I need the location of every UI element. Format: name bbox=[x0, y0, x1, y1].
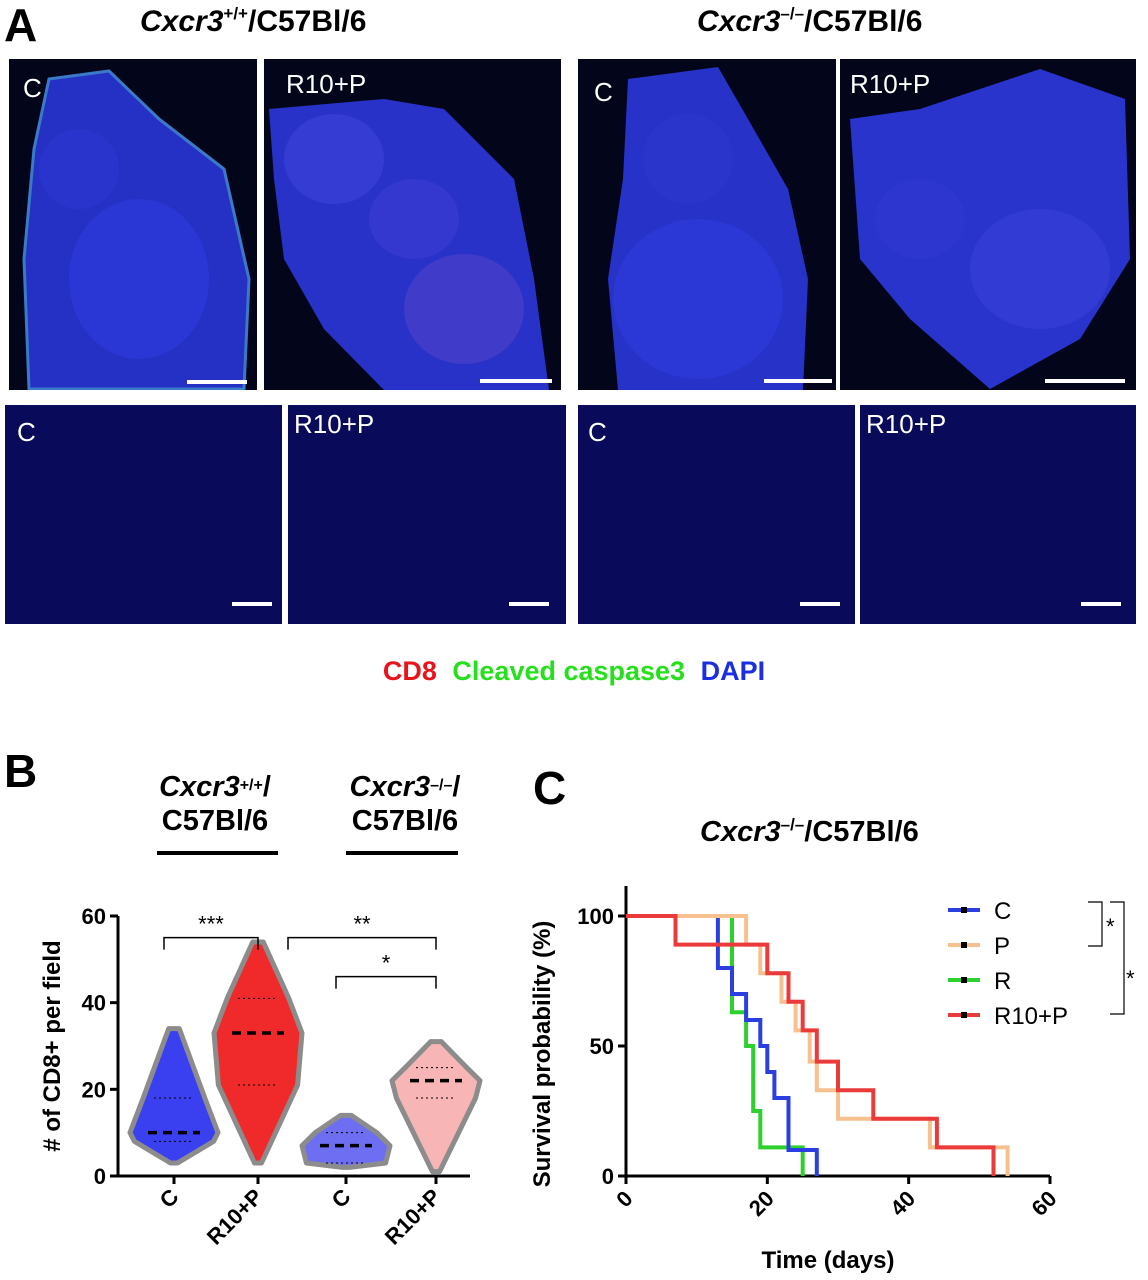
significance-bracket bbox=[1110, 901, 1125, 1015]
x-tick-label: C bbox=[155, 1184, 184, 1213]
stain-legend-cd8: CD8 bbox=[382, 656, 437, 686]
legend-label: P bbox=[994, 933, 1010, 960]
y-tick-label: 50 bbox=[590, 1034, 614, 1059]
tile-label: C bbox=[594, 77, 613, 107]
micrograph-wt-control-zoom: C bbox=[5, 405, 282, 624]
micrograph-ko-treated-zoom: R10+P bbox=[860, 405, 1136, 624]
x-tick-label: 40 bbox=[885, 1186, 920, 1221]
micrograph-wt-treated-overview: R10+P bbox=[264, 59, 561, 390]
panel-c-letter: C bbox=[533, 762, 567, 814]
y-tick-label: 0 bbox=[94, 1164, 106, 1189]
significance-label: * bbox=[382, 951, 391, 976]
tile-label: R10+P bbox=[286, 69, 367, 99]
violin bbox=[127, 1026, 221, 1166]
tile-label: C bbox=[588, 417, 607, 447]
legend-label: C bbox=[994, 898, 1011, 925]
y-tick-label: 0 bbox=[602, 1164, 614, 1189]
violin bbox=[299, 1112, 393, 1170]
significance-bracket bbox=[1088, 901, 1103, 947]
x-tick-label: 20 bbox=[744, 1186, 779, 1221]
panel-a-wt-genotype-label: Cxcr3+/+/C57Bl/6 bbox=[140, 4, 367, 38]
micrograph-ko-control-overview: C bbox=[578, 59, 836, 390]
micrograph-ko-treated-overview: R10+P bbox=[840, 59, 1136, 390]
tile-label: R10+P bbox=[866, 409, 947, 439]
significance-bracket bbox=[335, 975, 437, 989]
scale-bar bbox=[232, 602, 272, 606]
survival-curve-r10p bbox=[626, 914, 996, 1176]
y-tick-label: 60 bbox=[82, 904, 106, 929]
scale-bar bbox=[1081, 602, 1121, 606]
micrograph-ko-control-zoom: C bbox=[578, 405, 855, 624]
y-tick-label: 100 bbox=[577, 904, 614, 929]
significance-bracket bbox=[287, 936, 437, 950]
significance-bracket bbox=[163, 936, 259, 950]
significance-label: *** bbox=[198, 912, 224, 937]
y-tick-label: 40 bbox=[82, 991, 106, 1016]
scale-bar bbox=[187, 380, 247, 384]
tile-label: C bbox=[23, 73, 42, 103]
survival-curve-r bbox=[626, 914, 805, 1176]
panel-b-ko-heading: Cxcr3–/–/ C57Bl/6 bbox=[349, 771, 461, 837]
x-tick-label: R10+P bbox=[380, 1184, 446, 1250]
tile-label: C bbox=[17, 417, 36, 447]
legend-marker bbox=[961, 1012, 967, 1018]
y-axis-label: # of CD8+ per field bbox=[39, 940, 66, 1151]
scale-bar bbox=[764, 379, 832, 383]
significance-label: ** bbox=[353, 912, 371, 937]
panel-b-ko-underline bbox=[346, 851, 458, 855]
micrograph-wt-control-overview: C bbox=[9, 59, 257, 390]
panel-b-letter: B bbox=[4, 745, 38, 797]
legend-label: R10+P bbox=[994, 1003, 1068, 1030]
scale-bar bbox=[480, 379, 552, 383]
stain-legend: CD8 Cleaved caspase3 DAPI bbox=[0, 656, 1148, 687]
panel-c-title: Cxcr3–/–/C57Bl/6 bbox=[700, 815, 919, 848]
x-tick-label: 0 bbox=[611, 1186, 637, 1212]
survival-chart: 0 50 100 0 20 40 60 Time (days) Survival probabi… bbox=[529, 886, 1135, 1274]
legend-marker bbox=[961, 942, 967, 948]
y-axis-label: Survival probability (%) bbox=[529, 921, 556, 1188]
panel-a-ko-genotype-label: Cxcr3–/–/C57Bl/6 bbox=[697, 4, 923, 38]
panel-b-wt-underline bbox=[157, 851, 278, 855]
y-tick-label: 20 bbox=[82, 1077, 106, 1102]
x-tick-label: 60 bbox=[1027, 1186, 1062, 1221]
scale-bar bbox=[509, 602, 549, 606]
tile-label: R10+P bbox=[294, 409, 375, 439]
x-tick-label: C bbox=[327, 1184, 356, 1213]
micrograph-wt-treated-zoom: R10+P bbox=[288, 405, 566, 624]
legend-marker bbox=[961, 977, 967, 983]
survival-curve-c bbox=[626, 914, 819, 1176]
legend-marker bbox=[961, 907, 967, 913]
stain-legend-dapi: DAPI bbox=[700, 656, 766, 686]
significance-label: * bbox=[1126, 966, 1135, 991]
x-axis-label: Time (days) bbox=[762, 1247, 895, 1274]
significance-label: * bbox=[1106, 914, 1115, 939]
violin bbox=[211, 939, 305, 1166]
x-tick-label: R10+P bbox=[202, 1184, 268, 1250]
scale-bar bbox=[800, 602, 840, 606]
stain-legend-caspase: Cleaved caspase3 bbox=[452, 656, 686, 686]
scale-bar bbox=[1045, 379, 1125, 383]
violin bbox=[389, 1039, 483, 1175]
tile-label: R10+P bbox=[850, 69, 931, 99]
panel-a-letter: A bbox=[4, 0, 38, 51]
panel-b-wt-heading: Cxcr3+/+/ C57Bl/6 bbox=[159, 771, 271, 837]
legend-label: R bbox=[994, 968, 1011, 995]
